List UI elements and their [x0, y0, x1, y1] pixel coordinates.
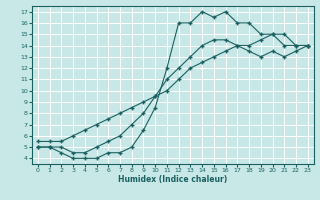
X-axis label: Humidex (Indice chaleur): Humidex (Indice chaleur)	[118, 175, 228, 184]
